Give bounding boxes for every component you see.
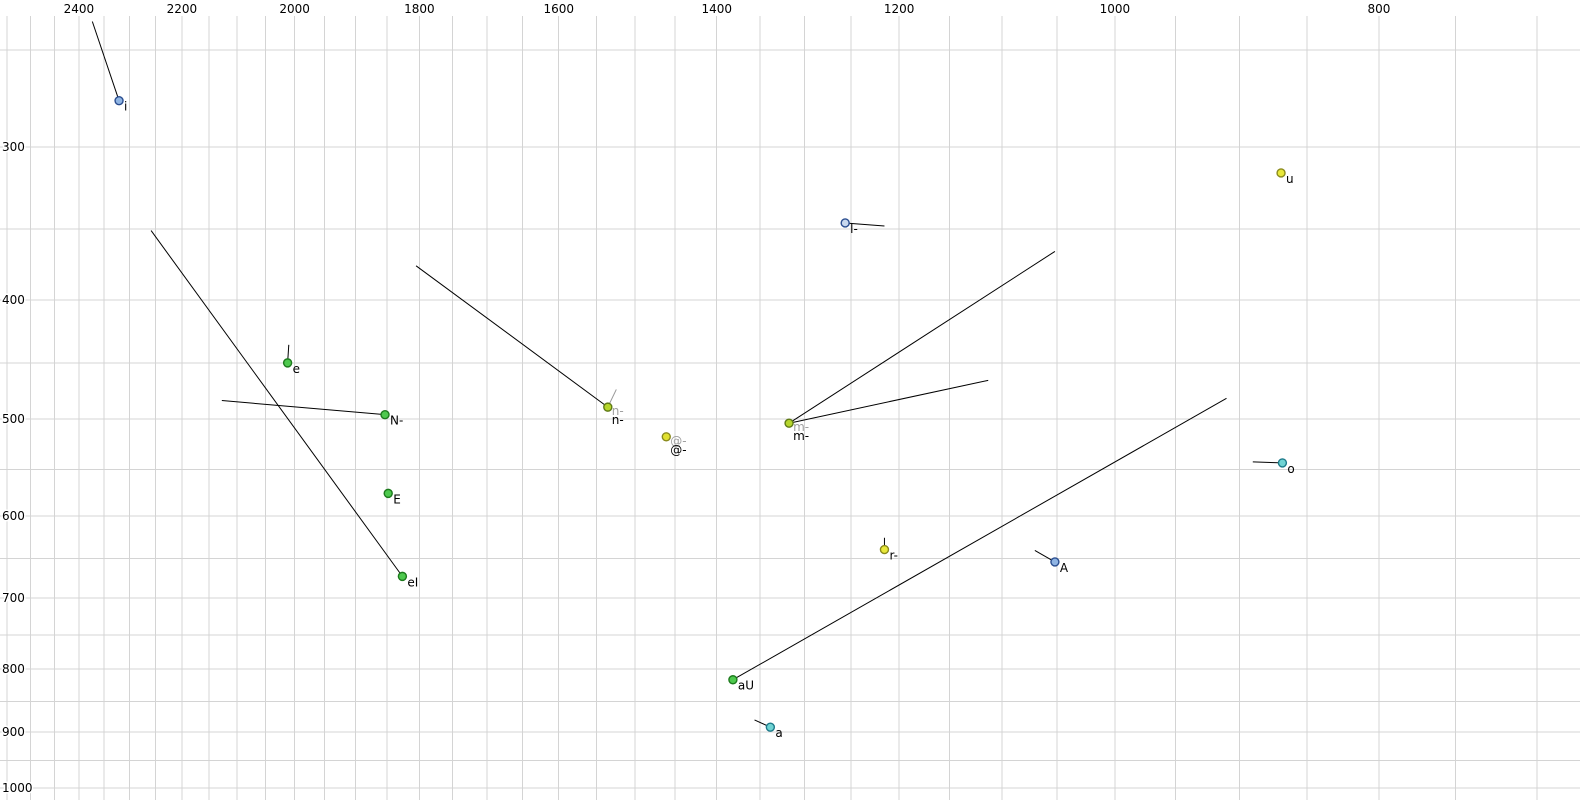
point-label-eI: eI — [407, 575, 418, 589]
point-label-u: u — [1286, 172, 1294, 186]
point-label-l-: l- — [850, 222, 858, 236]
x-axis-tick-label: 800 — [1367, 2, 1390, 16]
x-axis-tick-label: 1800 — [404, 2, 435, 16]
point-label-E: E — [393, 492, 401, 506]
data-point-@-[interactable] — [661, 432, 671, 442]
formant-trajectory-line — [221, 400, 386, 416]
data-point-l-[interactable] — [840, 218, 850, 228]
point-label-o: o — [1287, 462, 1294, 476]
data-point-u[interactable] — [1276, 168, 1286, 178]
formant-trajectory-line — [788, 379, 989, 424]
formant-trajectory-line — [788, 250, 1056, 424]
data-point-A[interactable] — [1050, 557, 1060, 567]
data-point-a[interactable] — [765, 722, 776, 732]
point-label-r-: r- — [889, 549, 898, 563]
data-point-o[interactable] — [1277, 458, 1288, 468]
data-point-eI[interactable] — [397, 571, 408, 582]
x-axis-tick-label: 1400 — [701, 2, 732, 16]
point-ghost-label-n-: n- — [612, 404, 624, 418]
data-point-aU[interactable] — [728, 675, 738, 685]
y-axis-tick-label: 900 — [2, 725, 25, 739]
x-axis-tick-label: 1200 — [884, 2, 915, 16]
point-label-A: A — [1060, 561, 1069, 575]
point-label-aU: aU — [738, 679, 754, 693]
x-axis-tick-label: 2400 — [64, 2, 95, 16]
formant-trajectory-line — [150, 230, 403, 577]
formant-trajectory-line — [732, 397, 1227, 681]
point-label-@-: @- — [670, 443, 686, 457]
point-ghost-label-@-: @- — [670, 434, 686, 448]
data-point-m-[interactable] — [784, 418, 794, 428]
point-label-i: i — [124, 100, 127, 114]
x-axis-tick-label: 2000 — [279, 2, 310, 16]
y-axis-tick-label: 600 — [2, 509, 25, 523]
point-label-m-: m- — [793, 429, 809, 443]
data-point-N-[interactable] — [380, 409, 390, 420]
x-axis-tick-label: 2200 — [167, 2, 198, 16]
point-label-e: e — [293, 362, 300, 376]
x-axis-tick-label: 1600 — [543, 2, 574, 16]
y-axis-tick-label: 800 — [2, 662, 25, 676]
y-axis-tick-label: 300 — [2, 140, 25, 154]
formant-trajectory-line — [845, 222, 885, 227]
formant-trajectory-line — [91, 21, 120, 101]
y-axis-tick-label: 500 — [2, 412, 25, 426]
data-point-n-[interactable] — [603, 402, 613, 412]
formant-trajectory-line — [415, 265, 609, 408]
point-label-a: a — [775, 726, 782, 740]
data-point-r-[interactable] — [879, 544, 890, 555]
data-point-e[interactable] — [282, 358, 293, 368]
y-axis-tick-label: 400 — [2, 293, 25, 307]
y-axis-tick-label: 1000 — [2, 781, 33, 795]
y-axis-tick-label: 700 — [2, 591, 25, 605]
point-ghost-label-m-: m- — [793, 420, 809, 434]
formant-trajectory-line — [1252, 461, 1283, 464]
data-point-E[interactable] — [383, 488, 393, 499]
data-point-i[interactable] — [114, 95, 124, 106]
point-label-n-: n- — [612, 413, 624, 427]
x-axis-tick-label: 1000 — [1100, 2, 1131, 16]
point-label-N-: N- — [390, 414, 403, 428]
